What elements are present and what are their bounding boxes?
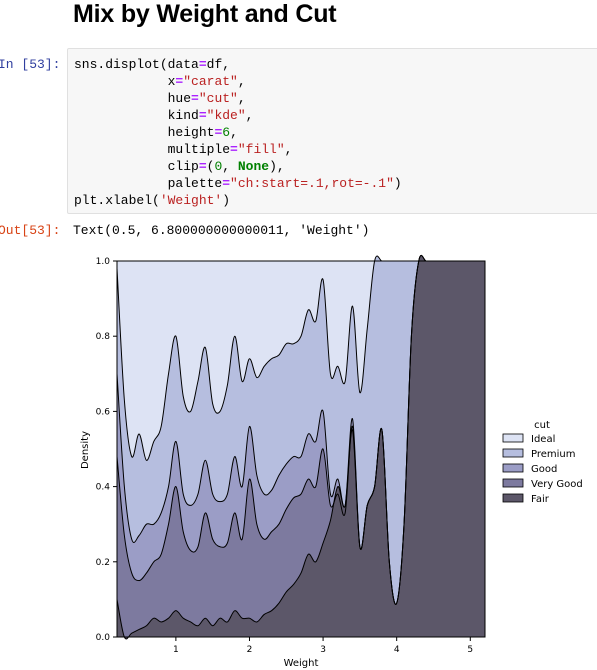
x-tick-label: 1 [173, 645, 179, 655]
y-tick-label: 1.0 [96, 257, 111, 267]
y-tick: 0.8 [96, 332, 117, 342]
code-source[interactable]: sns.displot(data=df, x="carat", hue="cut… [74, 57, 402, 208]
x-ticks: 1 2 3 4 5 [173, 637, 473, 655]
legend-item: Very Good [502, 478, 583, 490]
legend-label: Fair [531, 494, 550, 505]
y-tick-label: 0.8 [96, 332, 111, 342]
code-cell[interactable]: sns.displot(data=df, x="carat", hue="cut… [67, 48, 597, 214]
output-text: Text(0.5, 6.800000000000011, 'Weight') [73, 223, 370, 238]
y-axis-label: Density [80, 431, 91, 469]
legend-label: Premium [531, 449, 576, 460]
x-tick-label: 4 [394, 645, 400, 655]
x-tick: 5 [467, 637, 473, 655]
legend-item: Ideal [502, 433, 555, 445]
area-very-good [117, 255, 485, 638]
legend-item: Good [502, 463, 557, 475]
area-fair [117, 255, 485, 639]
x-tick: 2 [247, 637, 253, 655]
plot-frame [116, 260, 486, 638]
y-tick: 0.0 [96, 633, 117, 643]
legend-swatch [502, 478, 524, 488]
y-tick: 1.0 [96, 257, 117, 267]
page-title: Mix by Weight and Cut [73, 0, 337, 28]
line-fair [116, 254, 485, 640]
y-tick-label: 0.6 [96, 407, 111, 417]
input-prompt: In [53]: [0, 57, 61, 72]
y-ticks: 0.0 0.2 0.4 0.6 0.8 1.0 [96, 257, 117, 643]
legend-label: Very Good [531, 479, 583, 490]
legend-swatch [502, 493, 524, 503]
x-tick: 4 [394, 637, 400, 655]
y-tick-label: 0.2 [96, 558, 110, 568]
legend-item: Fair [502, 493, 550, 505]
legend-swatch [502, 448, 524, 458]
x-tick-label: 5 [467, 645, 473, 655]
legend-title: cut [534, 420, 550, 431]
legend-label: Ideal [531, 434, 555, 445]
x-axis-label: Weight [284, 658, 319, 669]
x-tick: 3 [320, 637, 326, 655]
x-tick-label: 2 [247, 645, 253, 655]
legend-swatch [502, 433, 524, 443]
output-prompt: Out[53]: [0, 223, 61, 238]
legend-item: Premium [502, 448, 576, 460]
y-tick: 0.2 [96, 558, 117, 568]
legend-swatch [502, 463, 524, 473]
stacked-areas [117, 255, 485, 639]
x-tick: 1 [173, 637, 179, 655]
legend: cut Ideal Premium Good Very Good Fair [502, 420, 583, 505]
y-tick: 0.6 [96, 407, 117, 417]
y-tick: 0.4 [96, 483, 117, 493]
y-tick-label: 0.0 [96, 633, 111, 643]
y-tick-label: 0.4 [96, 483, 111, 493]
x-tick-label: 3 [320, 645, 326, 655]
legend-label: Good [531, 464, 557, 475]
